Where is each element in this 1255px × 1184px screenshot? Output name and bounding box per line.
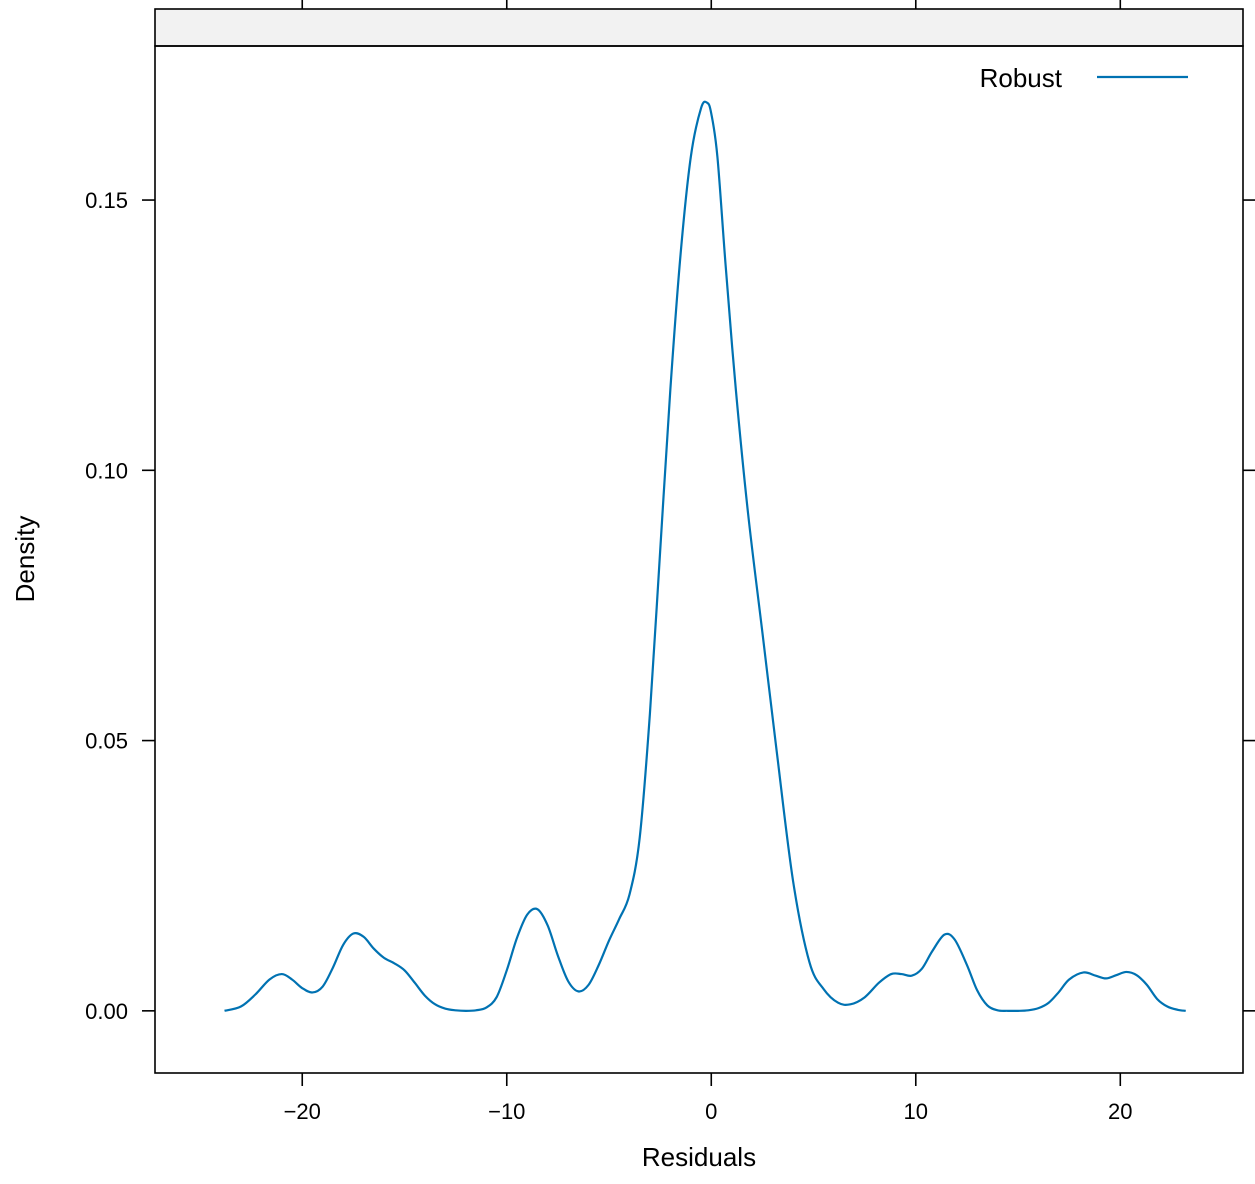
x-tick-label-2: 0 [705,1099,717,1124]
panel-strip [154,8,1244,47]
x-tick-label-0: −20 [284,1099,321,1124]
y-axis-left: 0.00 0.05 0.10 0.15 [85,188,155,1024]
y-axis-right [1243,199,1255,1012]
y-tick-label-3: 0.15 [85,188,128,213]
x-tick-label-3: 10 [904,1099,928,1124]
x-axis-title: Residuals [642,1142,756,1172]
y-axis-title: Density [10,516,40,603]
series-layer [224,100,1186,1013]
plot-panel [154,45,1244,1074]
legend-label-robust: Robust [980,63,1063,93]
series-line-0 [224,100,1186,1013]
x-tick-label-4: 20 [1108,1099,1132,1124]
y-tick-label-2: 0.10 [85,458,128,483]
x-axis-top [301,0,1122,9]
x-tick-label-1: −10 [488,1099,525,1124]
x-axis-bottom: −20 −10 0 10 20 [284,1073,1133,1124]
y-tick-label-0: 0.00 [85,999,128,1024]
legend: Robust [980,63,1188,93]
y-tick-label-1: 0.05 [85,729,128,754]
